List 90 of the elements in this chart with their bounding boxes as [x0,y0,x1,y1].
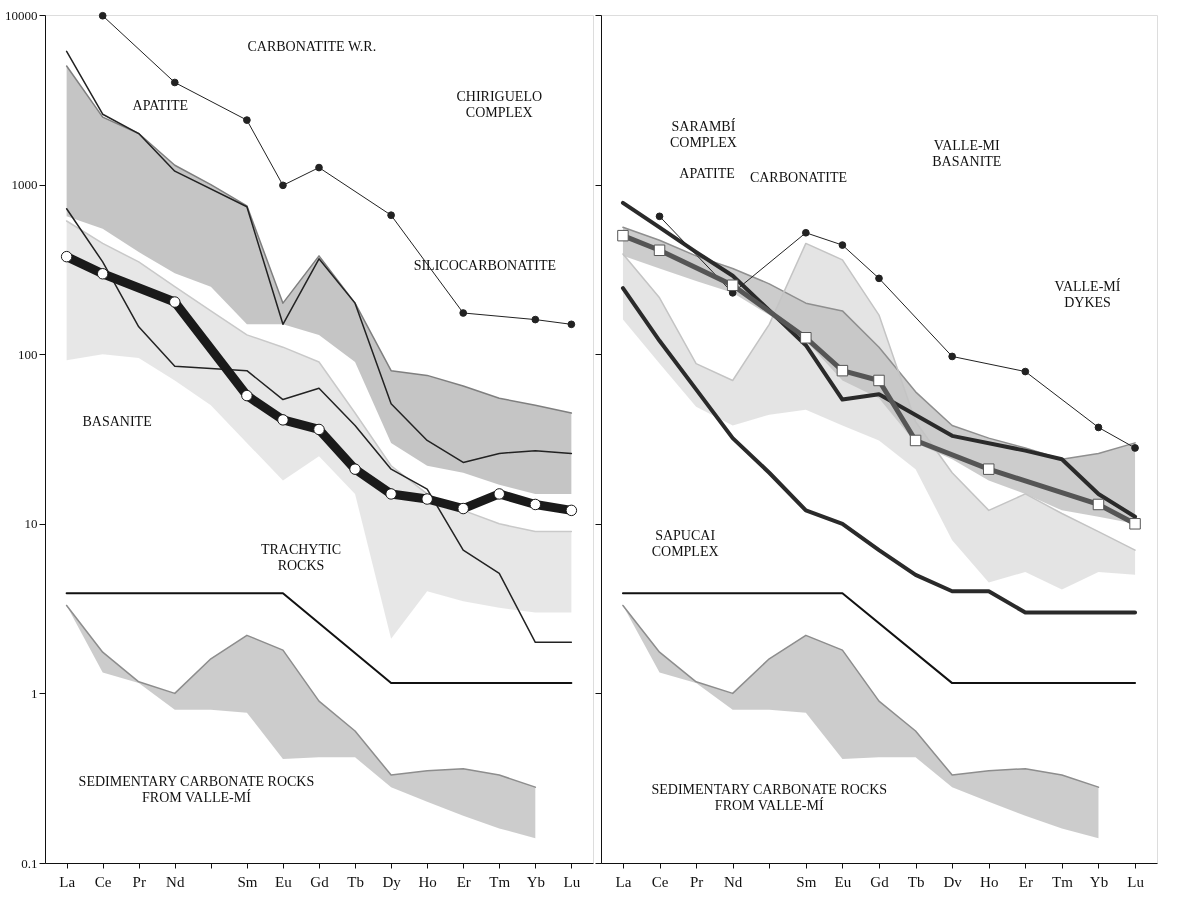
point [617,229,629,242]
point [1021,367,1030,376]
point [96,268,109,280]
x-tick-label: Er [1018,873,1033,890]
point [531,315,540,324]
point [1092,498,1105,511]
y-tick-label: 10000 [5,7,38,23]
x-tick-label: Nd [166,873,185,890]
point [873,374,885,387]
annotation: BASANITE [82,413,152,429]
y-tick-label: 10 [24,516,38,532]
point [243,116,251,124]
x-tick-label: Ce [651,873,669,890]
annotation: SEDIMENTARY CARBONATE ROCKS FROM VALLE-MÍ [651,781,888,813]
point [277,414,289,426]
x-tick-label: Gd [870,873,890,890]
point [1129,518,1141,530]
x-tick-label: Er [456,873,471,890]
y-tick-label: 100 [18,346,38,362]
point [98,11,107,20]
x-tick-label: Tb [907,873,925,890]
x-tick-label: La [59,873,76,890]
point [567,320,576,329]
point [170,78,179,87]
point [875,274,883,283]
x-tick-label: Dv [943,873,963,890]
x-tick-label: Lu [1127,873,1145,890]
x-tick-label: Eu [834,873,852,890]
x-tick-label: Eu [275,873,293,890]
x-tick-label: Sm [237,873,258,890]
point [836,364,849,377]
annotation: VALLE-MI BASANITE [932,137,1002,169]
annotation: SEDIMENTARY CARBONATE ROCKS FROM VALLE-MÍ [78,774,315,806]
annotation: SARAMBÍ COMPLEX [669,117,737,150]
y-tick-label: 1 [31,685,38,701]
x-tick-label: Tm [489,873,511,890]
x-tick-label: Ho [418,873,437,890]
x-tick-label: Ce [94,873,112,890]
x-tick-label: Yb [526,873,545,890]
point [1131,444,1139,452]
point [169,296,181,308]
annotation: VALLE-MÍ DYKES [1054,277,1121,310]
point [493,488,506,500]
point [385,488,397,500]
point [279,181,287,190]
annotation: TRACHYTIC ROCKS [260,542,342,574]
point [529,498,542,511]
point [948,352,957,361]
x-tick-label: Pr [689,873,704,890]
y-tick-label: 1000 [11,177,38,193]
x-tick-label: Ho [980,873,999,890]
point [982,463,995,475]
point [457,502,469,515]
point [459,309,468,317]
point [655,212,664,221]
x-tick-label: Lu [563,873,581,890]
point [387,211,395,220]
y-tick-label: 0.1 [21,855,38,871]
annotation: APATITE [679,166,735,182]
point [838,241,847,249]
point [349,463,361,475]
point [1094,423,1103,432]
x-tick-label: La [615,873,632,890]
x-tick-label: Nd [724,873,743,890]
annotation: SAPUCAI COMPLEX [651,527,719,559]
x-tick-label: Pr [132,873,146,890]
annotation: CARBONATITE W.R. [247,38,377,54]
point [313,423,325,436]
line-series [65,604,537,788]
point [726,279,739,291]
point [800,332,812,344]
x-tick-label: Tb [347,873,364,890]
annotation: CHIRIGUELO COMPLEX [456,88,543,120]
annotation: SILICOCARBONATITE [413,258,557,274]
x-tick-label: Dy [382,873,402,890]
point [565,504,578,517]
line-series [65,65,573,414]
point [801,228,810,237]
x-tick-label: Sm [796,873,817,890]
point [653,244,666,257]
annotation: CARBONATITE [749,169,848,185]
x-tick-label: Tm [1051,873,1074,890]
point [421,493,433,505]
annotation: APATITE [132,98,189,114]
x-tick-label: Yb [1089,873,1109,890]
point [60,250,73,263]
point [241,389,253,402]
x-tick-label: Gd [310,873,330,890]
point [315,163,323,172]
point [909,434,922,447]
